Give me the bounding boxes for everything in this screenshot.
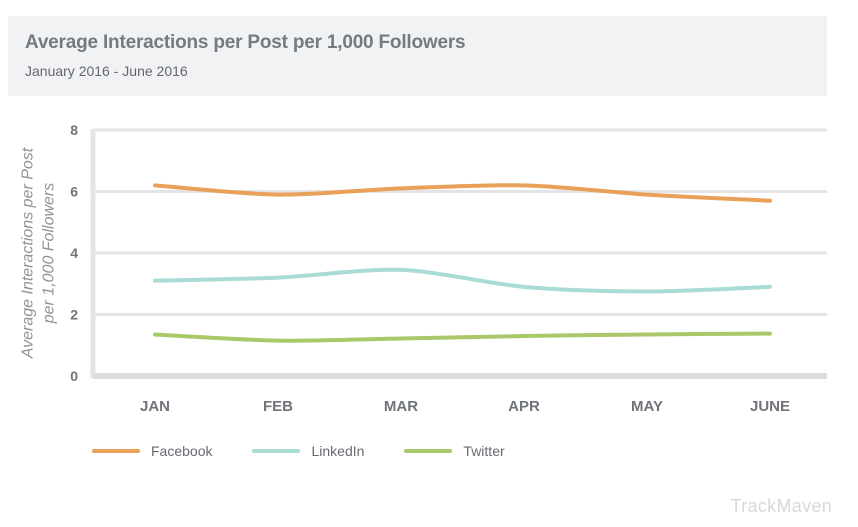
x-tick-label: MAR: [384, 398, 418, 415]
x-tick-label: APR: [508, 398, 540, 415]
legend-item-linkedin: LinkedIn: [252, 443, 364, 459]
chart-title: Average Interactions per Post per 1,000 …: [25, 32, 466, 53]
series-line-twitter: [153, 331, 772, 343]
chart-header: Average Interactions per Post per 1,000 …: [8, 16, 827, 96]
x-tick-label: JAN: [140, 398, 170, 415]
chart-subtitle: January 2016 - June 2016: [25, 63, 188, 79]
series-line-facebook: [153, 183, 772, 203]
legend-label-linkedin: LinkedIn: [311, 443, 365, 459]
legend: Facebook LinkedIn Twitter: [92, 443, 545, 459]
legend-item-facebook: Facebook: [92, 443, 212, 459]
y-tick-label: 0: [70, 368, 78, 384]
legend-swatch-twitter: [404, 449, 453, 453]
series-line-linkedin: [153, 267, 772, 294]
x-tick-label: JUNE: [750, 398, 790, 415]
y-tick-label: 8: [70, 122, 78, 138]
x-tick-label: FEB: [263, 398, 293, 415]
trackmaven-logo: TrackMaven: [730, 496, 832, 516]
legend-swatch-facebook: [92, 449, 140, 453]
legend-label-facebook: Facebook: [151, 443, 213, 459]
legend-label-twitter: Twitter: [463, 443, 505, 459]
y-tick-label: 6: [70, 184, 78, 200]
y-tick-label: 4: [70, 245, 78, 261]
x-tick-label: MAY: [631, 398, 663, 415]
legend-swatch-linkedin: [252, 449, 301, 453]
legend-item-twitter: Twitter: [404, 443, 505, 459]
y-tick-label: 2: [70, 307, 78, 323]
